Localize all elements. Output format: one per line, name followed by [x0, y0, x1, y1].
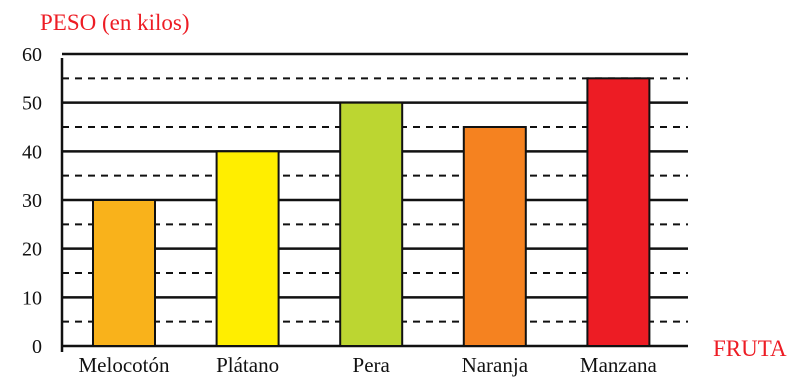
category-label: Manzana [580, 353, 658, 377]
category-label: Melocotón [79, 353, 170, 377]
y-tick-label: 50 [22, 93, 42, 115]
y-tick-label: 40 [22, 141, 42, 163]
category-label: Pera [353, 353, 391, 377]
y-tick-label: 20 [22, 239, 42, 261]
category-label: Naranja [462, 353, 529, 377]
bar [586, 77, 651, 347]
x-axis-title: FRUTA [713, 336, 787, 361]
y-tick-label: 60 [22, 44, 42, 66]
y-tick-label: 0 [32, 336, 42, 358]
category-label: Plátano [216, 353, 279, 377]
y-tick-labels: 0 10 20 30 40 50 60 [22, 44, 42, 358]
y-tick-label: 30 [22, 190, 42, 212]
bars [92, 77, 651, 347]
bar [215, 150, 280, 347]
y-axis-title: PESO (en kilos) [40, 10, 190, 35]
bar [462, 126, 527, 347]
category-labels: Melocotón Plátano Pera Naranja Manzana [79, 353, 658, 377]
bar [339, 101, 404, 347]
bar [92, 199, 156, 347]
y-tick-label: 10 [22, 287, 42, 309]
